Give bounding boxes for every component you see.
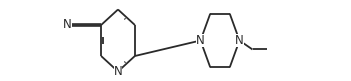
- Text: N: N: [235, 34, 244, 47]
- Text: N: N: [114, 65, 122, 78]
- Text: N: N: [63, 18, 72, 32]
- Text: N: N: [196, 34, 205, 47]
